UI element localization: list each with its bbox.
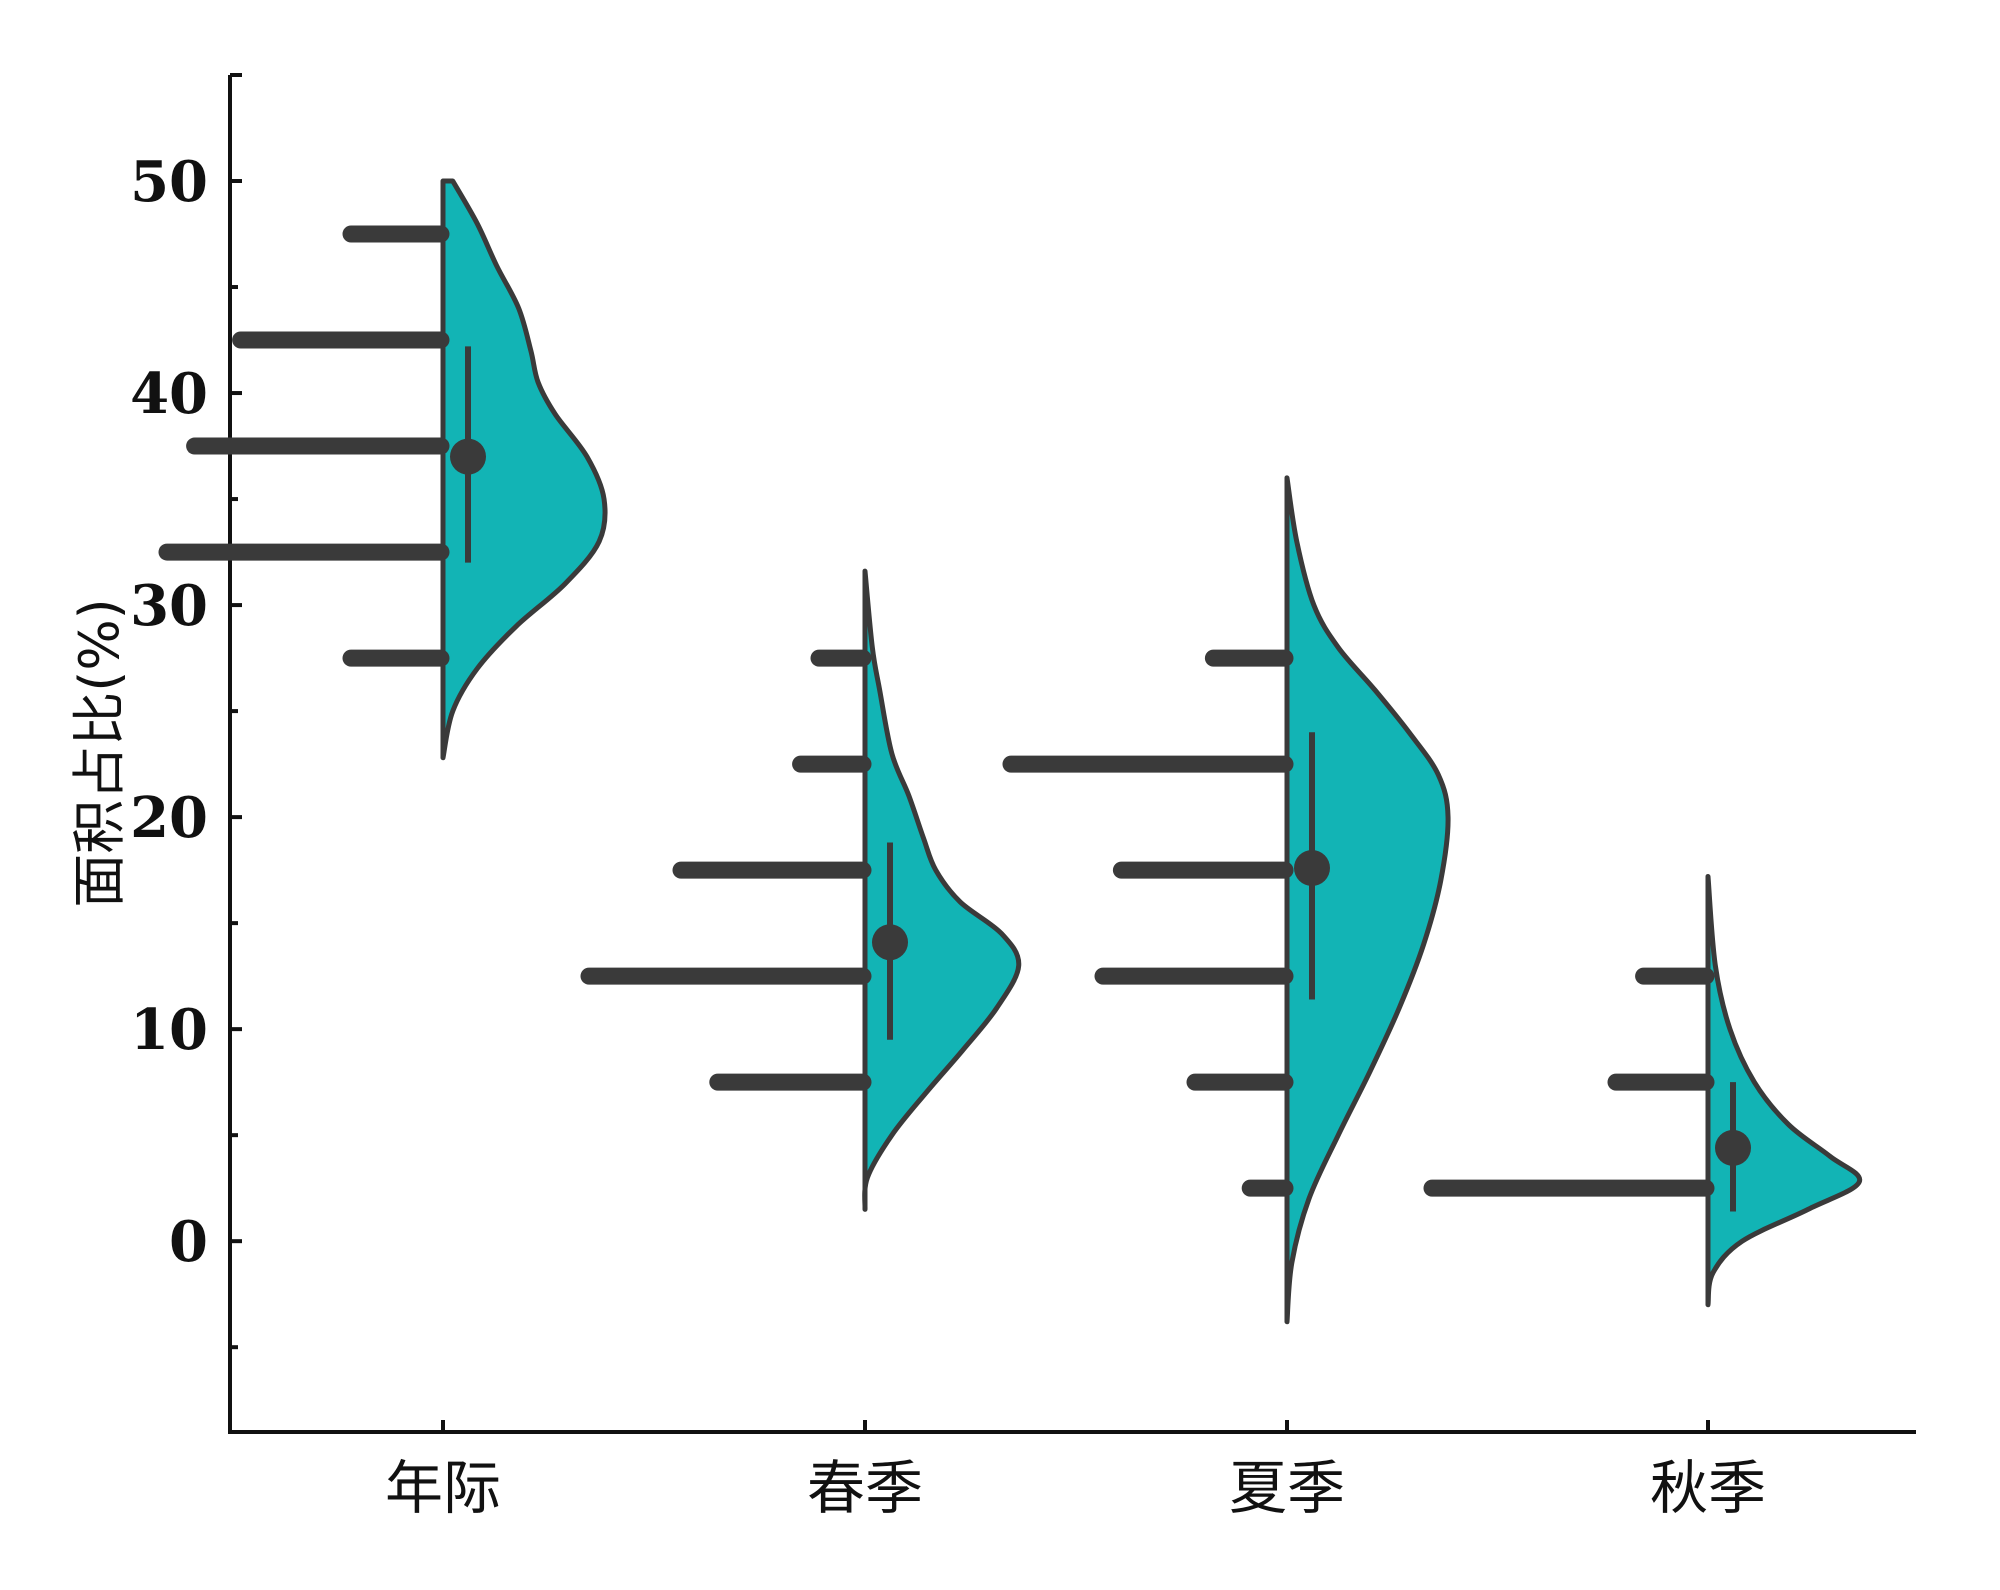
y-ticks: 0 10 20 30 40 50	[130, 73, 242, 1350]
y-tick-label: 10	[130, 997, 208, 1063]
mean-point	[872, 924, 908, 961]
y-tick-label: 0	[169, 1209, 208, 1275]
violin-group	[158, 178, 608, 761]
y-tick-label: 50	[130, 149, 208, 215]
violin-group	[1423, 873, 1863, 1308]
y-tick-label: 20	[130, 785, 208, 851]
violin-groups	[158, 178, 1863, 1325]
x-tick-label: 夏季	[1229, 1454, 1345, 1522]
violin-group	[580, 568, 1022, 1212]
y-tick-label: 40	[130, 361, 208, 427]
x-ticks: 年际 春季 夏季 秋季	[385, 1420, 1766, 1522]
half-violin	[440, 178, 608, 761]
half-violin	[862, 568, 1022, 1212]
y-axis-title: 面积占比(%)	[68, 598, 131, 907]
x-tick-label: 春季	[807, 1454, 923, 1522]
mean-point	[450, 438, 486, 475]
axes	[228, 75, 1916, 1434]
half-violin	[1705, 873, 1863, 1308]
mean-point	[1294, 849, 1330, 886]
x-tick-label: 年际	[385, 1454, 501, 1522]
half-violin	[1284, 475, 1451, 1325]
y-tick-label: 30	[130, 573, 208, 639]
mean-point	[1715, 1129, 1751, 1166]
violin-group	[1002, 475, 1451, 1325]
x-tick-label: 秋季	[1650, 1454, 1766, 1522]
